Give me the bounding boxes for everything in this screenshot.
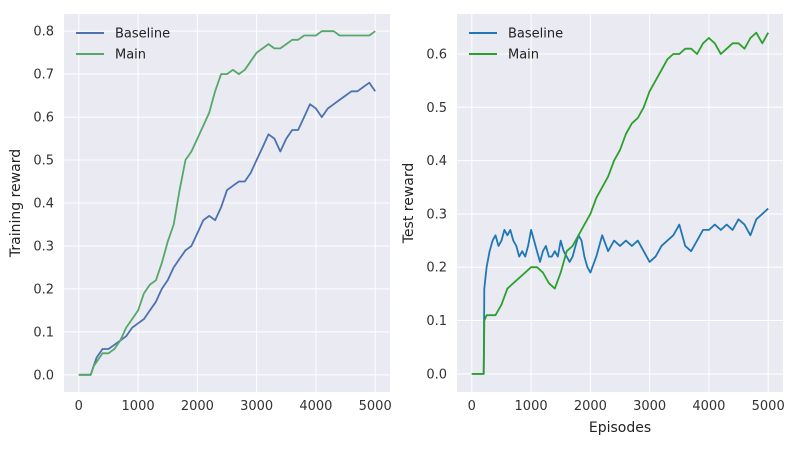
y-tick-label: 0.2 [426,261,447,276]
y-tick-label: 0.5 [33,154,54,169]
x-tick-label: 4000 [299,399,332,414]
plot-background [457,14,783,392]
x-axis-label: Episodes [589,420,651,436]
y-tick-label: 0.4 [33,197,54,212]
y-axis-label: Training reward [8,149,24,258]
legend-label-baseline: Baseline [508,27,563,42]
x-tick-label: 3000 [240,399,273,414]
x-tick-label: 4000 [692,399,725,414]
x-tick-label: 2000 [574,399,607,414]
y-tick-label: 0.3 [33,239,54,254]
legend-label-baseline: Baseline [115,27,170,42]
chart-panel-2: 0 1000 2000 3000 4000 5000 0.0 0.1 0.2 0.3 0.4 0.5 0… [401,14,785,436]
x-tick-label: 1000 [122,399,155,414]
y-axis-label: Test reward [401,163,417,245]
y-tick-label: 0.1 [426,314,447,329]
y-tick-label: 0.0 [426,367,447,382]
y-tick-label: 0.7 [33,68,54,83]
series-line-main [78,30,376,376]
legend-label-main: Main [115,48,146,63]
y-tick-label: 0.1 [33,325,54,340]
x-tick-label: 3000 [633,399,666,414]
y-tick-label: 0.6 [33,111,54,126]
x-tick-label: 2000 [181,399,214,414]
y-tick-label: 0.4 [426,154,447,169]
y-tick-label: 0.5 [426,101,447,116]
y-tick-label: 0.0 [33,368,54,383]
x-tick-label: 0 [75,399,83,414]
series-line-main [471,31,769,375]
y-tick-label: 0.3 [426,207,447,222]
x-tick-label: 0 [468,399,476,414]
y-tick-label: 0.8 [33,25,54,40]
series-line-baseline [78,81,376,376]
x-tick-label: 5000 [752,399,785,414]
y-tick-label: 0.6 [426,47,447,62]
legend-label-main: Main [508,48,539,63]
x-tick-label: 1000 [515,399,548,414]
chart-panel-1: 0 1000 2000 3000 4000 5000 0.0 0.1 0.2 0.3 0.4 0.5 0… [8,14,392,414]
y-tick-label: 0.2 [33,282,54,297]
x-tick-label: 5000 [359,399,392,414]
